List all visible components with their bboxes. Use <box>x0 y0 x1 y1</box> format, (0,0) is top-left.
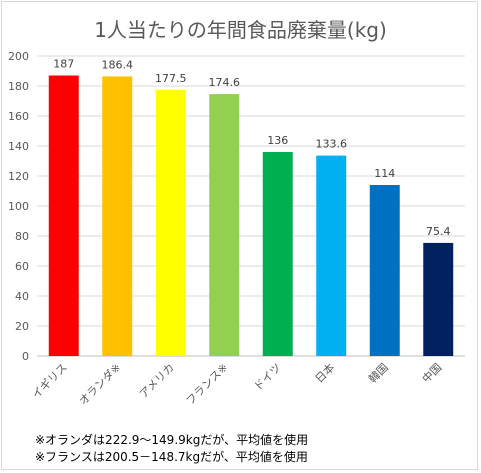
y-tick-label: 40 <box>15 290 29 303</box>
y-tick-label: 0 <box>22 350 29 363</box>
x-tick-label: ドイツ <box>251 361 284 394</box>
data-label: 177.5 <box>155 72 187 85</box>
y-tick-label: 60 <box>15 260 29 273</box>
bar <box>369 185 400 356</box>
bar <box>102 76 133 357</box>
y-tick-label: 140 <box>8 140 29 153</box>
bar <box>209 94 240 356</box>
bars <box>48 75 454 357</box>
y-axis: 0 20 40 60 80 100 120 140 160 180 200 <box>8 50 29 363</box>
y-tick-label: 160 <box>8 110 29 123</box>
bar <box>155 89 186 356</box>
x-axis: イギリス オランダ※ アメリカ フランス※ ドイツ 日本 韓国 中国 <box>30 360 445 408</box>
data-label: 75.4 <box>426 225 451 238</box>
bar <box>423 242 454 356</box>
data-label: 114 <box>374 167 395 180</box>
data-label: 187 <box>53 58 74 71</box>
x-tick-label: イギリス <box>30 361 70 401</box>
x-tick-label: 中国 <box>420 361 445 386</box>
x-tick-label: 韓国 <box>366 361 391 386</box>
bar <box>316 155 347 356</box>
y-tick-label: 120 <box>8 170 29 183</box>
gridlines <box>37 55 465 357</box>
bar <box>48 75 79 356</box>
y-tick-label: 180 <box>8 80 29 93</box>
y-tick-label: 80 <box>15 230 29 243</box>
data-label: 136 <box>267 134 288 147</box>
x-tick-label: フランス※ <box>184 361 231 408</box>
y-tick-label: 100 <box>8 200 29 213</box>
chart-title: 1人当たりの年間食品廃棄量(kg) <box>94 18 387 42</box>
x-tick-label: 日本 <box>312 360 337 385</box>
footnote-france: ※フランスは200.5－148.7kgだが、平均値を使用 <box>35 450 308 464</box>
footnote-netherlands: ※オランダは222.9～149.9kgだが、平均値を使用 <box>35 433 309 447</box>
data-labels: 187 186.4 177.5 174.6 136 133.6 114 75.4 <box>53 58 450 238</box>
data-label: 174.6 <box>209 76 241 89</box>
y-tick-label: 200 <box>8 50 29 63</box>
y-tick-label: 20 <box>15 320 29 333</box>
x-tick-label: アメリカ <box>137 361 177 401</box>
x-tick-label: オランダ※ <box>76 360 124 408</box>
data-label: 186.4 <box>102 58 134 71</box>
bar <box>262 152 293 356</box>
data-label: 133.6 <box>316 138 348 151</box>
